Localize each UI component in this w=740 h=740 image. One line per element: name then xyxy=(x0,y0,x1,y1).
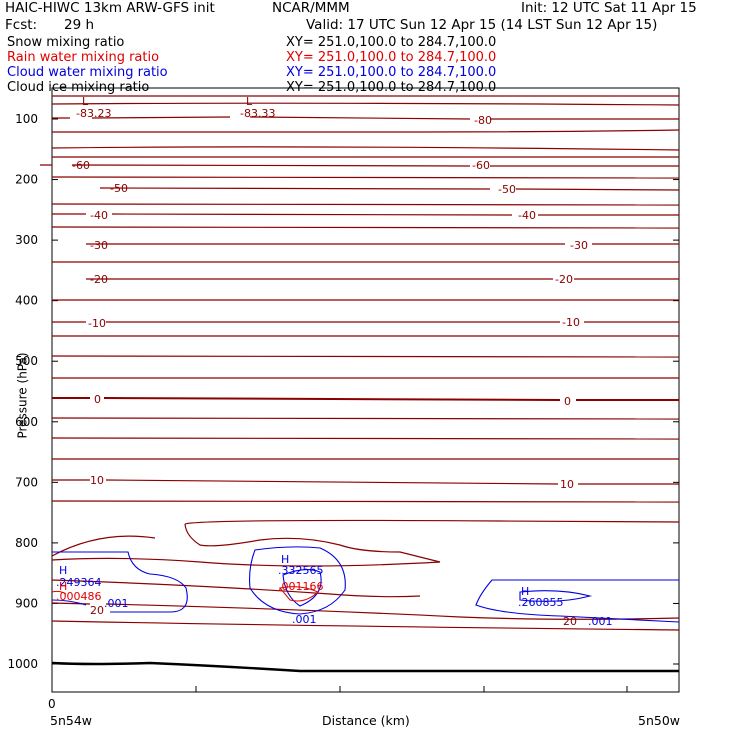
isotherm-line xyxy=(40,164,679,167)
isotherm-line xyxy=(51,226,680,229)
field-name-cloud-ice: Cloud ice mixing ratio xyxy=(7,80,150,95)
isotherm-label: -40 xyxy=(90,209,108,222)
y-tick-label: 300 xyxy=(15,233,38,247)
cloud-water-label: .249364 xyxy=(56,576,102,589)
isotherm-line xyxy=(51,500,680,503)
isotherm-label: -60 xyxy=(72,159,90,172)
isotherm-label: 20 xyxy=(90,604,104,617)
y-tick-label: 200 xyxy=(15,173,38,187)
x-axis-ticks xyxy=(51,686,680,692)
isotherm-label: -20 xyxy=(555,273,573,286)
isotherm-line xyxy=(51,437,680,440)
terrain-line xyxy=(51,661,679,673)
isotherm-line xyxy=(52,116,679,120)
isotherms xyxy=(40,95,680,631)
cloud-water-label: .001 xyxy=(292,613,317,626)
high-mark: H xyxy=(59,580,68,593)
fcst-label: Fcst: xyxy=(5,17,38,33)
isotherm-line xyxy=(52,213,679,216)
cloud-water-label: .332565 xyxy=(278,564,324,577)
x-start-label: 5n54w xyxy=(50,713,93,728)
high-mark: H xyxy=(521,585,530,598)
isotherm-label: -50 xyxy=(110,182,128,195)
isotherm-label: -10 xyxy=(88,317,106,330)
cloud-water-contour xyxy=(519,590,593,602)
low-value: -83.23 xyxy=(76,107,112,120)
x-tick-zero: 0 xyxy=(48,697,56,711)
isotherm-line xyxy=(51,355,680,358)
field-xy-cloud-water: XY= 251.0,100.0 to 284.7,100.0 xyxy=(286,65,497,80)
isotherm-label: -40 xyxy=(518,209,536,222)
isotherm-label: -80 xyxy=(474,114,492,127)
low-mark: L xyxy=(246,95,253,108)
field-name-rain: Rain water mixing ratio xyxy=(7,50,160,65)
y-tick-label: 500 xyxy=(15,354,38,368)
isotherm-line xyxy=(52,479,679,485)
isotherm-label: -10 xyxy=(562,316,580,329)
cloud-water-label: .001 xyxy=(588,615,613,628)
isotherm-line xyxy=(51,417,680,420)
field-xy-rain: XY= 251.0,100.0 to 284.7,100.0 xyxy=(286,50,497,65)
isotherm-line xyxy=(51,146,680,151)
isotherm-label: -50 xyxy=(498,183,516,196)
init-time: Init: 12 UTC Sat 11 Apr 15 xyxy=(521,0,697,16)
isotherm-label: 0 xyxy=(564,395,571,408)
rain-contour xyxy=(51,590,67,595)
y-tick-label: 800 xyxy=(15,536,38,550)
rain-contour xyxy=(279,586,319,602)
isotherm-label: -20 xyxy=(90,273,108,286)
cloud-water-contour xyxy=(475,579,680,623)
cloud-water-label: .260855 xyxy=(518,596,564,609)
isotherm-label: -30 xyxy=(570,239,588,252)
isotherm-label: -30 xyxy=(90,239,108,252)
isotherm-line xyxy=(51,203,680,206)
y-tick-label: 400 xyxy=(15,294,38,308)
isotherm-line xyxy=(51,102,680,106)
field-name-snow: Snow mixing ratio xyxy=(7,35,125,50)
y-tick-label: 100 xyxy=(15,112,38,126)
model-title: HAIC-HIWC 13km ARW-GFS init xyxy=(5,0,215,16)
fcst-value: 29 h xyxy=(64,17,95,33)
field-xy-snow: XY= 251.0,100.0 to 284.7,100.0 xyxy=(286,35,497,50)
isotherm-label: 10 xyxy=(90,474,104,487)
isotherm-label: 10 xyxy=(560,478,574,491)
field-name-cloud-water: Cloud water mixing ratio xyxy=(7,65,168,80)
rain-contours xyxy=(51,586,319,602)
y-axis-title: Pressure (hPa) xyxy=(15,352,30,439)
y-tick-label: 600 xyxy=(15,415,38,429)
x-end-label: 5n50w xyxy=(638,713,681,728)
isotherm-line xyxy=(52,397,679,401)
x-axis-title: Distance (km) xyxy=(322,713,410,728)
isotherm-label: 20 xyxy=(563,615,577,628)
isotherm-line xyxy=(184,519,680,563)
isotherm-line xyxy=(51,620,680,631)
cloud-water-contour xyxy=(51,551,188,613)
cloud-water-contours xyxy=(51,546,680,623)
low-value: -83.33 xyxy=(240,107,276,120)
y-tick-label: 900 xyxy=(15,596,38,610)
valid-time: Valid: 17 UTC Sun 12 Apr 15 (14 LST Sun … xyxy=(306,17,658,33)
org-label: NCAR/MMM xyxy=(272,0,350,16)
plot-frame xyxy=(51,87,680,693)
field-xy-cloud-ice: XY= 251.0,100.0 to 284.7,100.0 xyxy=(286,80,497,95)
high-mark: H xyxy=(59,564,68,577)
isotherm-line xyxy=(51,535,441,567)
isotherm-line xyxy=(51,176,680,179)
low-mark: L xyxy=(82,95,89,108)
isotherm-line xyxy=(52,129,680,133)
isotherm-line xyxy=(51,579,421,598)
y-tick-label: 700 xyxy=(15,475,38,489)
rain-label: .001166 xyxy=(278,580,324,593)
isotherm-label: 0 xyxy=(94,393,101,406)
high-mark: H xyxy=(281,553,290,566)
cloud-water-label: .001 xyxy=(104,597,129,610)
isotherm-line xyxy=(99,187,680,191)
y-tick-label: 1000 xyxy=(7,657,38,671)
rain-label: .000486 xyxy=(56,590,102,603)
cloud-water-contour xyxy=(249,546,346,615)
isotherm-label: -60 xyxy=(472,159,490,172)
